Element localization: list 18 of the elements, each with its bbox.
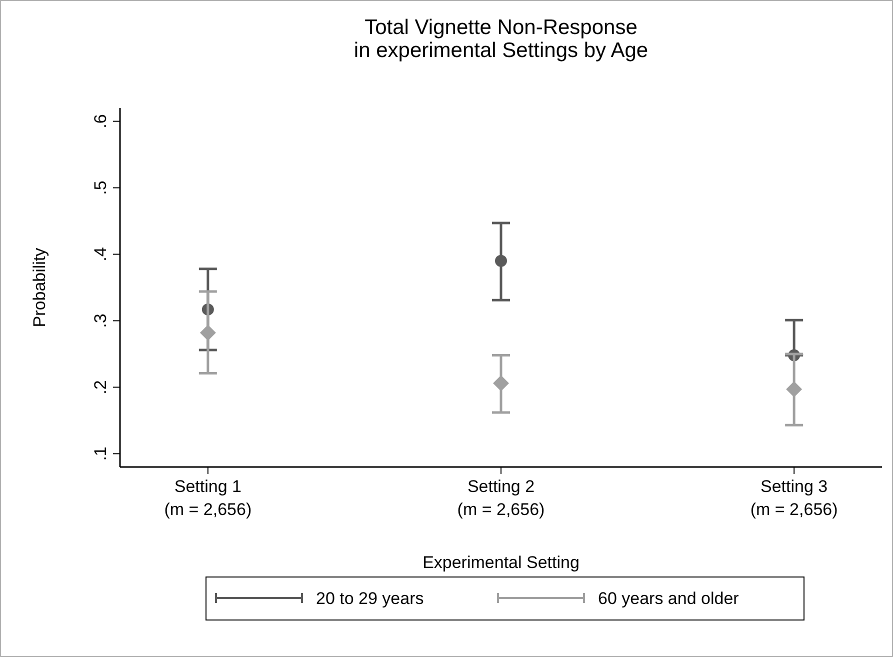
y-axis-title: Probability xyxy=(30,247,49,328)
point xyxy=(493,375,509,392)
legend-label: 20 to 29 years xyxy=(316,589,424,608)
y-tick-label: .1 xyxy=(91,446,110,461)
legend-label: 60 years and older xyxy=(598,589,740,608)
y-tick-label: .2 xyxy=(91,380,110,394)
point xyxy=(495,254,507,267)
x-tick-label: Setting 3 (m = 2,656) xyxy=(750,477,838,519)
point xyxy=(786,381,802,398)
x-tick-label: Setting 1 (m = 2,656) xyxy=(164,477,252,519)
y-tick-label: .4 xyxy=(91,247,110,262)
x-tick-label: Setting 2 (m = 2,656) xyxy=(457,477,545,519)
y-tick-label: .5 xyxy=(91,180,110,195)
point xyxy=(200,324,216,341)
y-tick-label: .6 xyxy=(91,114,110,128)
x-axis-title: Experimental Setting xyxy=(422,553,580,572)
chart-title: Total Vignette Non-Response in experimental Settings by Age xyxy=(354,16,648,62)
y-tick-label: .3 xyxy=(91,314,110,328)
